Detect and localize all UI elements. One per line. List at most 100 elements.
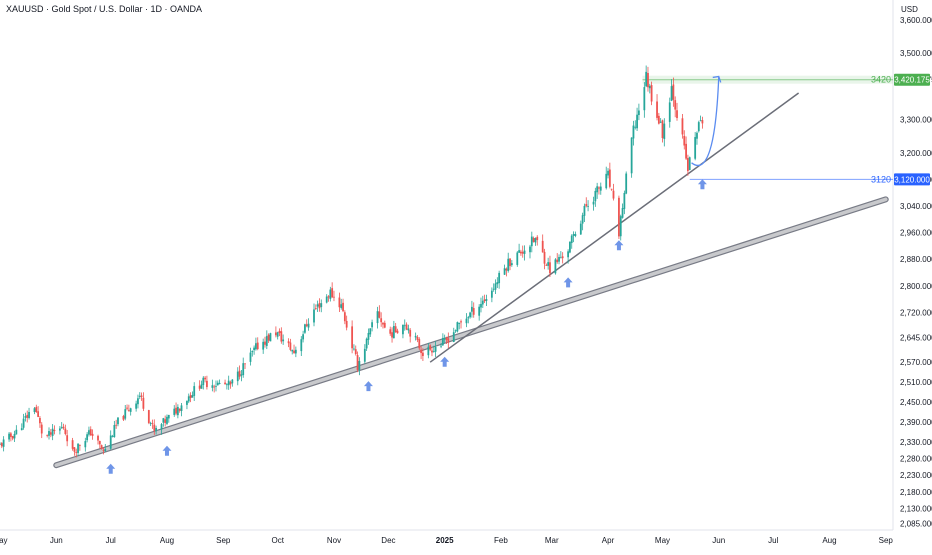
candle-body: [607, 170, 609, 176]
candle-body: [302, 334, 305, 340]
candle-body: [672, 84, 675, 100]
time-axis: May Jun Jul Aug Sep Oct Nov Dec 2025 Feb Mar Apr May…: [0, 536, 893, 545]
candle-body: [331, 288, 334, 298]
time-tick-label: May: [655, 536, 670, 545]
candle-body: [307, 323, 310, 328]
candle-body: [685, 143, 687, 159]
candle-body: [98, 441, 101, 445]
candle-body: [180, 405, 183, 411]
candle-body: [402, 324, 404, 335]
candle-body: [71, 440, 74, 449]
time-tick-label: Aug: [160, 536, 174, 545]
candle-body: [483, 299, 486, 302]
candle-body: [35, 407, 38, 412]
candle-body: [668, 102, 671, 122]
candle-body: [218, 383, 221, 384]
candle-body: [340, 304, 343, 308]
candle-body: [440, 345, 442, 347]
candle-body: [8, 433, 10, 440]
candle-body: [293, 350, 295, 354]
time-tick-label: Sep: [879, 536, 894, 545]
time-tick-label: Jun: [712, 536, 725, 545]
candle-body: [111, 436, 114, 438]
price-tick-label: 3,040.000: [900, 202, 932, 211]
projection: [691, 75, 722, 166]
candle-body: [478, 306, 481, 316]
candle-body: [618, 197, 620, 237]
candle-body: [559, 257, 562, 259]
candle-body: [407, 328, 410, 331]
candle-body: [358, 360, 361, 371]
candle-body: [126, 407, 128, 409]
candle-body: [342, 302, 344, 312]
candle-body: [198, 385, 201, 389]
candle-body: [2, 439, 5, 447]
candle-body: [58, 428, 61, 431]
time-tick-label: Aug: [822, 536, 836, 545]
candle-body: [625, 173, 628, 194]
candle-body: [427, 346, 430, 356]
candle-body: [97, 435, 99, 441]
candle-body: [619, 216, 622, 237]
candle-body: [612, 190, 615, 199]
candle-body: [28, 412, 30, 418]
support-arrow-icon: [106, 463, 116, 474]
candle-body: [0, 443, 1, 445]
level-label: 3420: [871, 75, 891, 85]
support-arrow-icon: [563, 277, 573, 288]
candle-body: [697, 122, 700, 132]
candle-body: [200, 384, 203, 389]
candle-body: [20, 428, 23, 431]
candle-body: [102, 450, 105, 451]
candle-body: [454, 330, 457, 332]
candle-body: [367, 332, 370, 340]
time-tick-label: Feb: [494, 536, 508, 545]
candle-body: [278, 330, 281, 333]
candle-body: [253, 347, 256, 351]
candle-body: [567, 251, 570, 258]
candle-body: [418, 339, 421, 349]
markers: [106, 179, 707, 474]
candle-body: [592, 201, 595, 205]
candle-body: [100, 445, 103, 450]
candle-body: [78, 445, 81, 446]
candle-body: [178, 408, 181, 411]
candle-body: [634, 126, 637, 128]
candle-body: [236, 371, 239, 382]
candle-body: [327, 296, 330, 298]
candle-body: [696, 132, 698, 139]
time-tick-label: 2025: [436, 536, 454, 545]
candle-body: [458, 322, 461, 324]
candle-body: [637, 110, 640, 116]
candle-body: [89, 429, 92, 436]
candle-body: [392, 326, 395, 339]
candle-body: [380, 318, 383, 323]
candle-body: [376, 311, 379, 324]
candle-body: [516, 252, 519, 265]
candle-body: [683, 135, 686, 146]
candle-body: [543, 251, 546, 264]
candle-body: [160, 424, 163, 430]
candle-body: [541, 240, 544, 253]
support-arrow-icon: [162, 445, 172, 456]
level-badge-text: 3,420.175: [894, 76, 930, 85]
candle-body: [320, 303, 323, 308]
candle-body: [409, 330, 412, 337]
price-tick-label: 2,645.000: [900, 333, 932, 342]
candle-body: [536, 236, 539, 241]
candle-body: [490, 290, 493, 298]
candle-body: [363, 348, 366, 362]
candle-body: [162, 418, 165, 423]
time-tick-label: Jun: [50, 536, 63, 545]
candle-body: [369, 328, 372, 335]
time-tick-label: Dec: [381, 536, 395, 545]
price-tick-label: 2,390.000: [900, 418, 932, 427]
projection-curve: [691, 76, 720, 166]
candle-body: [432, 351, 435, 352]
trendlines[interactable]: [53, 92, 889, 469]
candle-body: [137, 398, 139, 405]
candle-body: [294, 349, 297, 354]
candle-body: [86, 434, 89, 441]
candle-body: [325, 296, 328, 303]
